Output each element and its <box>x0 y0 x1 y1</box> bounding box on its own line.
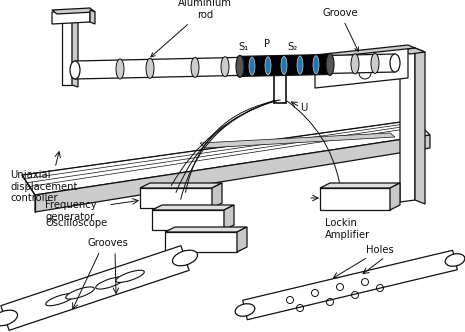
Ellipse shape <box>96 277 124 289</box>
Ellipse shape <box>371 53 379 73</box>
Ellipse shape <box>265 57 271 75</box>
Polygon shape <box>415 48 425 204</box>
Polygon shape <box>52 8 95 14</box>
Ellipse shape <box>116 59 124 79</box>
Polygon shape <box>22 120 430 195</box>
Polygon shape <box>315 48 408 88</box>
Polygon shape <box>200 133 395 148</box>
Ellipse shape <box>46 293 74 306</box>
Polygon shape <box>62 12 72 85</box>
Polygon shape <box>390 183 400 210</box>
Ellipse shape <box>116 270 144 283</box>
Ellipse shape <box>313 56 319 74</box>
Polygon shape <box>165 232 237 252</box>
Text: P: P <box>264 39 270 49</box>
Polygon shape <box>212 183 222 208</box>
Polygon shape <box>140 188 212 208</box>
Ellipse shape <box>281 56 287 74</box>
Text: U: U <box>300 103 307 113</box>
Polygon shape <box>238 54 330 76</box>
Ellipse shape <box>249 57 255 75</box>
Text: Holes: Holes <box>366 245 394 255</box>
Polygon shape <box>1 246 189 330</box>
Polygon shape <box>152 205 234 210</box>
Text: Uniaxial
displacement
controller: Uniaxial displacement controller <box>10 170 77 203</box>
Polygon shape <box>237 227 247 252</box>
Ellipse shape <box>173 250 198 266</box>
Text: Groove: Groove <box>322 8 359 51</box>
Polygon shape <box>224 205 234 230</box>
Polygon shape <box>243 250 457 320</box>
Text: Lockin
Amplifier: Lockin Amplifier <box>325 218 370 240</box>
Text: S₂: S₂ <box>287 42 297 52</box>
Ellipse shape <box>326 53 334 75</box>
Polygon shape <box>35 135 430 212</box>
Polygon shape <box>315 45 415 58</box>
Ellipse shape <box>351 54 359 74</box>
Polygon shape <box>152 210 224 230</box>
Polygon shape <box>320 188 390 210</box>
Ellipse shape <box>70 61 80 79</box>
Text: Frequency
generator: Frequency generator <box>45 200 97 221</box>
Polygon shape <box>140 183 222 188</box>
Polygon shape <box>75 54 395 79</box>
Polygon shape <box>90 10 95 24</box>
Polygon shape <box>52 10 90 24</box>
Polygon shape <box>400 48 425 54</box>
Text: S₁: S₁ <box>238 42 248 52</box>
Text: Aluminium
rod: Aluminium rod <box>151 0 232 57</box>
Polygon shape <box>165 227 247 232</box>
Ellipse shape <box>66 287 94 299</box>
Ellipse shape <box>146 58 154 78</box>
Text: Grooves: Grooves <box>87 238 128 248</box>
Ellipse shape <box>221 57 229 77</box>
Ellipse shape <box>412 141 424 149</box>
Polygon shape <box>400 48 415 202</box>
Polygon shape <box>320 183 400 188</box>
Ellipse shape <box>359 67 371 79</box>
Text: Oscilloscope: Oscilloscope <box>45 218 107 228</box>
Ellipse shape <box>236 55 244 77</box>
Ellipse shape <box>191 57 199 77</box>
Ellipse shape <box>235 304 255 316</box>
Polygon shape <box>72 12 78 87</box>
Ellipse shape <box>445 254 465 266</box>
Ellipse shape <box>297 56 303 74</box>
Ellipse shape <box>390 54 400 72</box>
Ellipse shape <box>0 310 18 326</box>
